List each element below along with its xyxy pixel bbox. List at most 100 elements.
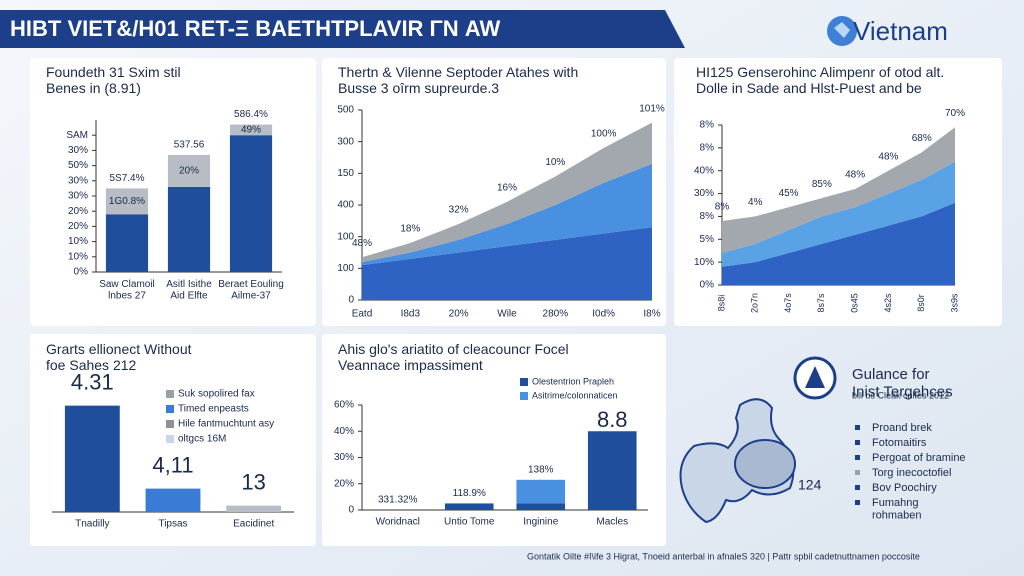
footer: Gontatik Oilte #I\ife 3 Higrat, Tnoeid a… — [527, 551, 920, 561]
info-title: Gulance for Inist Tergehces — [852, 366, 953, 400]
bar-label: 4,11 — [152, 452, 193, 477]
y-tick-label: 100 — [337, 231, 354, 242]
bar — [64, 405, 120, 512]
list-bullet — [855, 470, 860, 475]
x-tick-label: I8% — [643, 309, 660, 320]
list-bullet — [855, 500, 860, 505]
y-tick-label: 30% — [334, 452, 354, 463]
y-tick-label: 30% — [68, 175, 88, 186]
bar — [105, 214, 149, 272]
list-item: Torg inecoctofiel — [872, 467, 952, 479]
y-tick-label: 0 — [348, 505, 354, 516]
x-tick-label: 20% — [449, 309, 469, 320]
x-tick-label: Eatd — [352, 309, 373, 320]
bar — [229, 124, 273, 136]
legend-swatch — [166, 405, 174, 413]
bar-label: 5S7.4% — [109, 173, 144, 184]
chart-title: Ahis glo's ariatito of cleacouncr Focel V… — [338, 341, 569, 373]
x-tick-label: 8s0r — [916, 294, 926, 312]
y-tick-label: 50% — [68, 160, 88, 171]
y-tick-label: 20% — [68, 206, 88, 217]
legend-swatch — [520, 378, 528, 386]
point-label: 101% — [639, 103, 665, 114]
x-tick-label: 2o7n — [750, 293, 760, 313]
bar-label: 4.31 — [71, 369, 114, 394]
area — [362, 227, 652, 300]
x-tick-label: Eacidinet — [233, 519, 274, 530]
y-tick-label: 500 — [337, 105, 354, 116]
x-tick-label: Macles — [596, 517, 628, 528]
info-subtitle: bili bs Cleak cnites 2012 — [852, 390, 949, 400]
x-tick-label: Inginine — [523, 517, 558, 528]
y-tick-label: 8% — [700, 211, 715, 222]
list-bullet — [855, 455, 860, 460]
x-tick-label: Tnadilly — [75, 519, 109, 530]
y-tick-label: 0 — [348, 295, 354, 306]
area — [362, 163, 652, 266]
y-tick-label: 0% — [700, 280, 715, 291]
point-label: 4% — [748, 197, 763, 208]
bar-label: 537.56 — [174, 140, 205, 151]
map-panel: Gulance for Inist Tergehces bili bs Cleak… — [679, 356, 953, 524]
bar-inner-label: 20% — [179, 166, 199, 177]
bar-label: 118.9% — [453, 488, 486, 499]
point-label: 32% — [449, 205, 469, 216]
chart-title: Grarts ellionect Without foe Sahes 212 — [46, 341, 192, 373]
y-tick-label: 0% — [74, 267, 89, 278]
y-tick-label: 10% — [68, 236, 88, 247]
legend-label: Timed enpeasts — [178, 404, 249, 415]
bar-label: 331.32% — [378, 495, 418, 506]
x-tick-label: 4o7s — [783, 293, 793, 313]
bar — [226, 505, 282, 512]
point-label: 10% — [545, 157, 565, 168]
map-region — [734, 439, 796, 489]
logo-text: Vietnam — [853, 16, 948, 46]
point-label: 18% — [400, 224, 420, 235]
bar — [145, 488, 201, 512]
list-item: Fotomaitirs — [872, 437, 927, 449]
y-tick-label: 300 — [337, 136, 354, 147]
area — [722, 127, 955, 253]
bar-inner-label: 49% — [241, 125, 261, 136]
list-bullet — [855, 440, 860, 445]
x-tick-label: 3s9s — [949, 293, 959, 313]
point-label: 45% — [779, 188, 799, 199]
legend-label: Olestentrion Prapleh — [532, 376, 614, 386]
bar-label: 586.4% — [234, 109, 268, 120]
area — [722, 202, 955, 285]
legend-swatch — [166, 435, 174, 443]
x-tick-label: I8d3 — [401, 309, 421, 320]
y-tick-label: 30% — [68, 145, 88, 156]
legend-label: Asitrime/colonnaticen — [532, 390, 618, 400]
y-tick-label: 10% — [694, 257, 714, 268]
bar — [587, 431, 637, 510]
point-label: 85% — [812, 179, 832, 190]
logo-shape — [834, 22, 850, 38]
legend-swatch — [520, 392, 528, 400]
legend-swatch — [166, 420, 174, 428]
y-tick-label: 40% — [694, 165, 714, 176]
bar-label: 8.8 — [597, 407, 628, 432]
legend-swatch — [166, 390, 174, 398]
x-tick-label: Untio Tome — [444, 517, 495, 528]
bar-label: 13 — [241, 469, 265, 494]
x-tick-label: 4s2s — [883, 293, 893, 313]
chart-title: Foundeth 31 Sxim stil Benes in (8.91) — [46, 64, 181, 96]
legend-label: Hile fantmuchtunt asy — [178, 419, 274, 430]
point-label: 16% — [497, 182, 517, 193]
point-label: 48% — [878, 151, 898, 162]
x-tick-label: 280% — [543, 309, 569, 320]
bar — [516, 479, 566, 504]
panel — [322, 334, 666, 546]
y-tick-label: 100 — [337, 263, 354, 274]
x-tick-label: Tipsas — [158, 519, 187, 530]
y-tick-label: 150 — [337, 168, 354, 179]
y-tick-label: 20% — [334, 478, 354, 489]
x-tick-label: 8s8i — [716, 295, 726, 312]
x-tick-label: Wile — [497, 309, 517, 320]
list-item: Bov Poochiry — [872, 482, 937, 494]
point-label: 48% — [352, 238, 372, 249]
y-tick-label: 8% — [700, 142, 715, 153]
x-tick-label: Beraet Eouling Ailme-37 — [218, 279, 284, 302]
